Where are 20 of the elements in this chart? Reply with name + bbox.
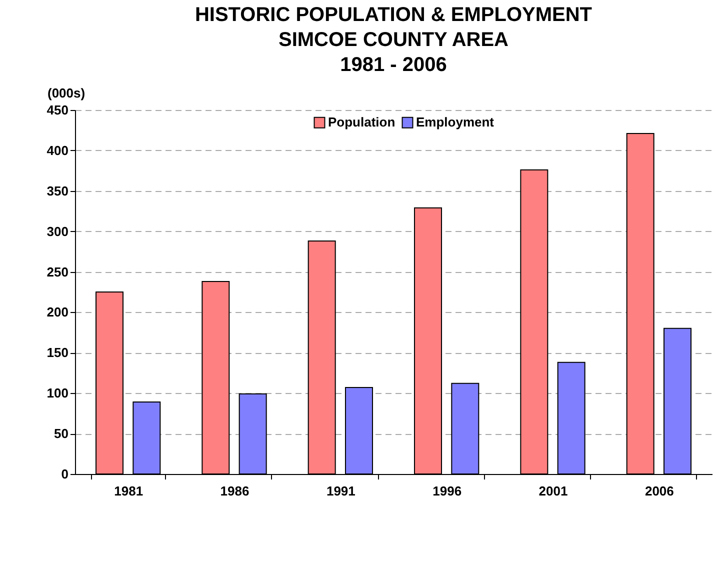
x-tick-label: 2006 <box>644 484 674 498</box>
x-tick-label: 1986 <box>220 484 250 498</box>
y-tick-label: 50 <box>54 426 68 442</box>
y-axis-title: (000s) <box>48 86 86 100</box>
y-tick-label: 450 <box>46 102 68 118</box>
x-tick-label: 1981 <box>114 484 144 498</box>
y-tick-label: 100 <box>46 386 68 401</box>
y-tick-label: 0 <box>61 466 68 482</box>
y-tick-label: 250 <box>46 264 68 280</box>
y-tick-label: 200 <box>46 304 68 320</box>
legend-label: Employment <box>416 114 495 130</box>
y-tick-label: 150 <box>46 345 68 360</box>
y-tick-label: 400 <box>46 142 68 158</box>
x-tick-label: 1996 <box>432 484 462 498</box>
x-tick-label: 2001 <box>538 484 568 498</box>
x-tick-label: 1991 <box>326 484 356 498</box>
legend-label: Population <box>328 114 396 130</box>
y-tick-label: 300 <box>46 224 68 239</box>
chart-title: HISTORIC POPULATION & EMPLOYMENT SIMCOE COUNTY AREA 1981 - 2006 <box>194 4 592 76</box>
y-tick-label: 350 <box>46 183 68 198</box>
